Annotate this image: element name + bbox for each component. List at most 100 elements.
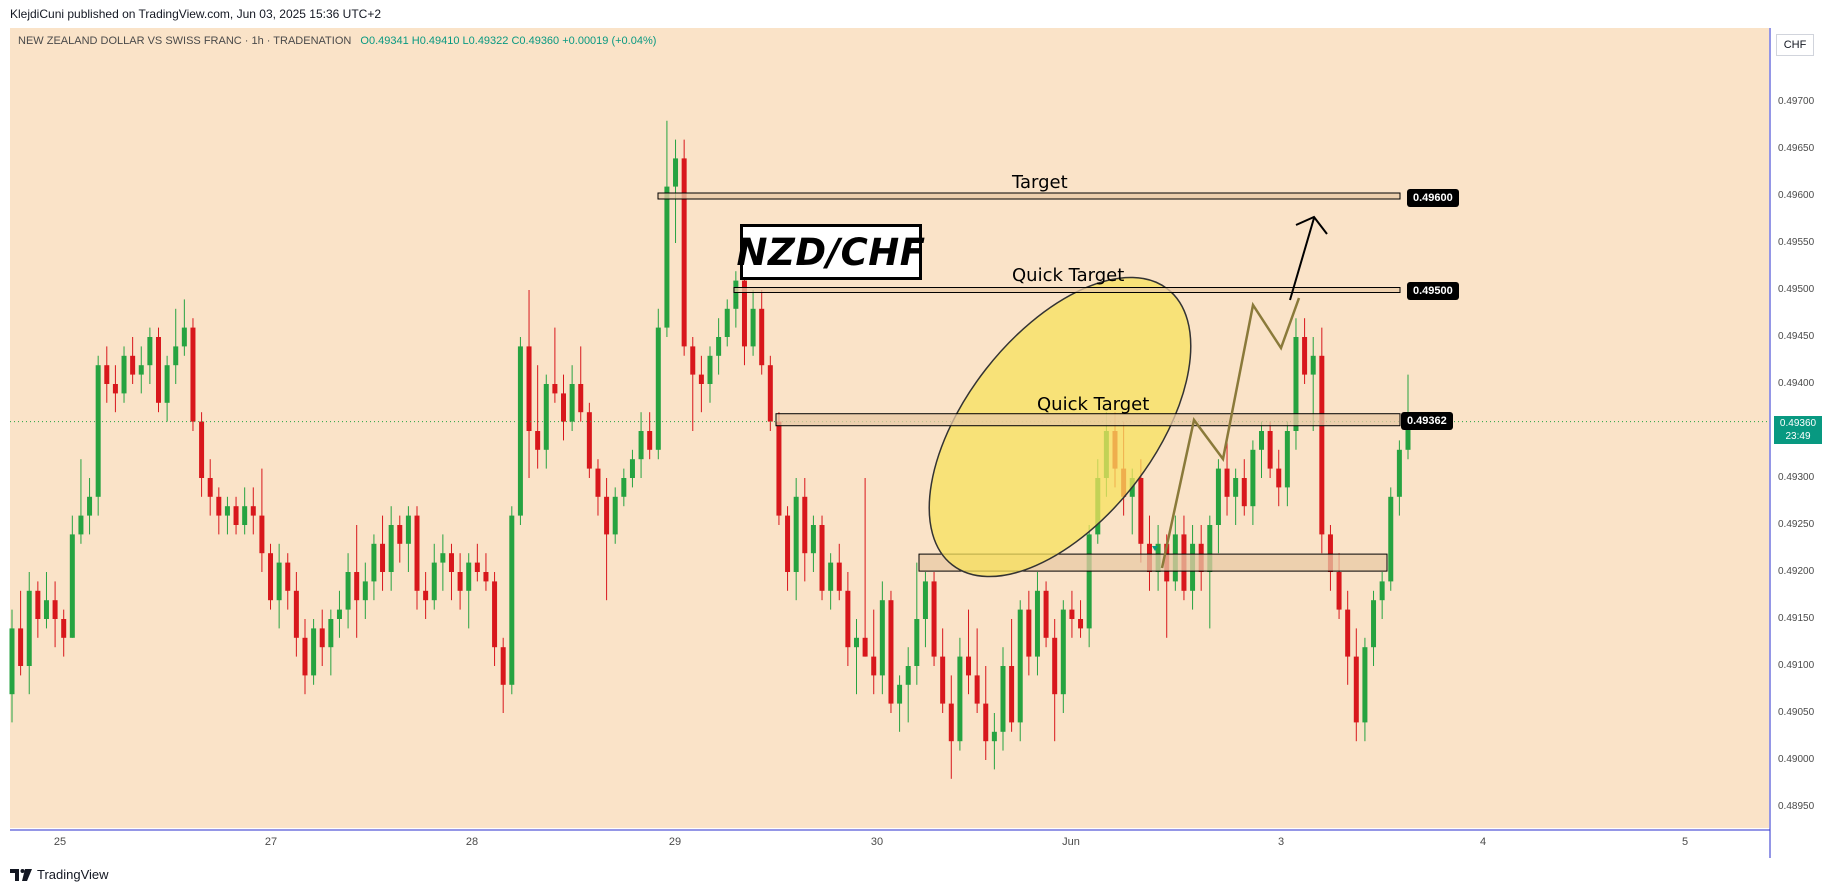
candle-body <box>1043 590 1049 638</box>
candle-body <box>164 365 170 403</box>
candle-body <box>190 327 196 422</box>
candle-body <box>966 656 972 676</box>
candle <box>69 515 75 638</box>
candle-body <box>733 280 739 309</box>
candle <box>561 374 567 441</box>
candle-body <box>1302 337 1308 375</box>
candle <box>233 496 239 535</box>
quick-target-lower-price-tag: 0.49362 <box>1401 412 1453 430</box>
candle <box>61 609 67 657</box>
quick-target-upper-zone[interactable] <box>733 287 1401 293</box>
candle <box>345 553 351 629</box>
tradingview-icon <box>10 868 32 881</box>
candle-body <box>853 637 859 648</box>
candle-body <box>647 431 653 450</box>
pair-title: NZD/CHF <box>736 230 926 274</box>
candle-body <box>655 327 661 450</box>
candle-body <box>1078 619 1084 629</box>
candle <box>793 478 799 601</box>
price-axis-tick: 0.49650 <box>1778 143 1815 154</box>
candle-body <box>242 506 248 525</box>
candle <box>828 553 834 610</box>
candle <box>1086 525 1092 648</box>
candle-body <box>897 684 903 704</box>
candle <box>931 572 937 666</box>
candle-body <box>233 506 239 525</box>
candle-body <box>673 158 679 187</box>
pair-title-box[interactable]: NZD/CHF <box>737 224 925 280</box>
candle-body <box>1000 666 1006 732</box>
tradingview-brand: TradingView <box>37 867 109 882</box>
price-axis-tick: 0.49400 <box>1778 378 1815 389</box>
candle-body <box>905 666 911 685</box>
candle-body <box>293 590 299 638</box>
candle-body <box>621 478 627 497</box>
quick-target-lower-zone[interactable] <box>775 413 1401 427</box>
price-chart[interactable] <box>0 28 1835 862</box>
candle <box>1034 572 1040 676</box>
candle-body <box>1017 609 1023 723</box>
price-axis-tick: 0.49450 <box>1778 331 1815 342</box>
candle-body <box>500 647 506 685</box>
candle-body <box>26 590 32 666</box>
target-price-tag: 0.49600 <box>1407 189 1459 207</box>
candle <box>569 365 575 431</box>
candle-body <box>466 562 472 591</box>
candle <box>138 346 144 394</box>
candle <box>276 543 282 629</box>
candle-body <box>793 496 799 572</box>
target-zone[interactable] <box>657 192 1401 200</box>
candle-body <box>741 280 747 347</box>
candle <box>629 449 635 488</box>
candle-body <box>1310 355 1316 375</box>
candle <box>733 271 739 328</box>
candle <box>354 525 360 638</box>
candle-body <box>216 496 222 516</box>
candle-body <box>948 703 954 742</box>
price-axis-tick: 0.49050 <box>1778 707 1815 718</box>
candle <box>1215 459 1221 554</box>
candle <box>311 619 317 685</box>
candle-body <box>78 515 84 535</box>
candle <box>1353 628 1359 742</box>
candle <box>698 355 704 413</box>
candle-body <box>9 628 15 695</box>
candle-body <box>543 384 549 450</box>
quick-target-lower-label: Quick Target <box>1037 394 1150 415</box>
candle-body <box>311 628 317 676</box>
candle <box>595 459 601 516</box>
candle-body <box>612 496 618 535</box>
candle-body <box>767 365 773 422</box>
candle-body <box>690 346 696 375</box>
candle <box>492 572 498 666</box>
candle-body <box>1207 525 1213 572</box>
candle-body <box>95 365 101 497</box>
currency-button[interactable]: CHF <box>1776 34 1814 56</box>
candle <box>1017 600 1023 742</box>
candle-body <box>526 346 532 431</box>
candle-body <box>604 496 610 535</box>
chart-panel[interactable] <box>0 28 1835 862</box>
candle-body <box>483 572 489 582</box>
time-axis-tick: Jun <box>1062 836 1080 848</box>
candle <box>612 487 618 544</box>
candle-body <box>1233 478 1239 497</box>
candle <box>121 346 127 403</box>
candle-body <box>862 637 868 657</box>
candle-body <box>1362 647 1368 723</box>
projected-path-line[interactable] <box>1160 297 1301 569</box>
candle-body <box>147 337 153 366</box>
candle-body <box>328 619 334 648</box>
tradingview-logo[interactable]: TradingView <box>10 867 109 882</box>
candle <box>1379 572 1385 619</box>
target-arrow-line[interactable] <box>1289 217 1315 301</box>
candle-body <box>52 600 58 619</box>
candle-body <box>155 337 161 403</box>
candle <box>888 590 894 713</box>
time-axis-tick: 28 <box>465 836 479 848</box>
candle <box>268 543 274 610</box>
candle <box>1259 421 1265 478</box>
candle <box>190 318 196 431</box>
candle-body <box>1060 609 1066 695</box>
candle-body <box>492 581 498 648</box>
